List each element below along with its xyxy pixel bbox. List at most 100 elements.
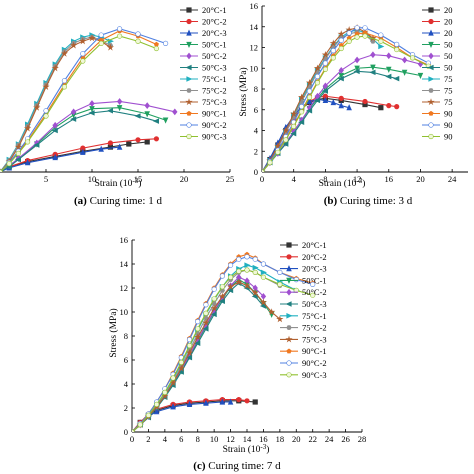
panel-b-legend-item-9: 90 [422, 109, 453, 119]
panel-c-series-8-point-17 [268, 308, 276, 316]
panel-b-xtick-label-0: 0 [260, 174, 264, 184]
panel-c-series-6-point-16 [260, 269, 267, 276]
panel-b-series-11-point-13 [362, 33, 368, 39]
panel-a-series-11-point-0 [0, 169, 3, 172]
panel-c-xtick-label-14: 28 [358, 434, 367, 444]
panel-a-legend-label-0: 20°C-1 [202, 5, 227, 15]
panel-b-series-line-11 [262, 35, 429, 172]
panel-c-xlabel-sup: -3 [260, 443, 266, 451]
panel-b-legend-marker-3-point-0 [428, 41, 434, 49]
panel-a-series-8-point-4 [33, 103, 41, 111]
panel-a-series-1-point-5 [107, 140, 113, 146]
panel-c-series-1-point-9 [244, 398, 250, 404]
panel-b-series-4-point-9 [338, 66, 344, 74]
panel-b-legend-label-1: 20 [444, 17, 453, 27]
panel-a-series-8-point-10 [88, 34, 96, 42]
panel-a-series-4-point-6 [89, 100, 95, 107]
panel-b-legend-item-3: 50 [422, 40, 453, 50]
panel-b-legend-marker-1-point-0 [428, 18, 434, 25]
panel-b-series-8-point-2 [274, 142, 282, 150]
panel-c-xtick-label-0: 0 [130, 434, 134, 444]
panel-c-series-10-point-12 [227, 262, 234, 268]
panel-c-ytick-label-5: 10 [120, 307, 129, 317]
panel-c-legend-item-2: 20°C-3 [280, 264, 327, 274]
panel-c-series-10-point-19 [310, 281, 316, 288]
panel-b-series-4-point-11 [370, 51, 376, 59]
panel-c-xtick-label-7: 14 [243, 434, 252, 444]
panel-c-legend-marker-7-point-0 [286, 325, 292, 330]
svg-text:(b) Curing time: 3 d: (b) Curing time: 3 d [324, 195, 413, 207]
panel-b-ytick-label-0: 0 [254, 167, 258, 177]
panel-a-legend-item-9: 90°C-1 [180, 109, 227, 119]
panel-b-series-11-point-14 [378, 38, 384, 44]
panel-b-ytick-label-5: 10 [250, 63, 259, 73]
panel-b-legend-label-4: 50 [444, 51, 453, 61]
panel-a-series-10-point-9 [135, 31, 141, 37]
panel-b-series-line-9 [262, 32, 429, 172]
panel-c-series-10-point-14 [244, 254, 250, 260]
panel-a-series-2-point-2 [24, 159, 31, 166]
panel-b-caption: (b) Curing time: 3 d [324, 195, 413, 207]
panel-b-series-8-point-9 [329, 39, 337, 47]
panel-b-ytick-label-7: 14 [250, 22, 259, 32]
panel-b-series-5-point-4 [290, 130, 297, 137]
panel-b-series-8-point-7 [313, 64, 322, 72]
panel-b-series-11-point-5 [299, 109, 305, 115]
panel-b-legend-label-6: 75 [444, 74, 453, 84]
panel-a-legend-item-8: 75°C-3 [180, 97, 227, 107]
panel-c-series-5-point-8 [194, 340, 201, 346]
panel-c-series-11-point-10 [211, 296, 217, 302]
panel-a-series-4-point-5 [70, 108, 77, 116]
panel-b-series-10-point-8 [322, 60, 328, 66]
panel-b-series-11-point-12 [354, 34, 360, 40]
panel-b-legend-marker-0-point-0 [428, 7, 434, 13]
panel-c-series-2-point-8 [227, 398, 234, 405]
panel-c-series-11-point-14 [244, 267, 250, 273]
panel-a-series-11-point-5 [61, 84, 68, 90]
panel-c-ytick-label-2: 4 [124, 379, 129, 389]
panel-c-legend-item-0: 20°C-1 [280, 240, 327, 250]
panel-c-legend-label-11: 90°C-3 [302, 370, 327, 380]
panel-b-series-1-point-11 [386, 102, 392, 109]
panel-c-legend-label-0: 20°C-1 [302, 240, 327, 250]
panel-c-series-11-point-8 [195, 326, 201, 332]
panel-b-legend-marker-6-point-0 [428, 76, 435, 82]
panel-b-series-10-point-15 [394, 41, 400, 47]
panel-a-legend-marker-2-point-0 [186, 29, 192, 36]
panel-b-xtick-label-3: 12 [353, 174, 362, 184]
panel-a-series-0-point-6 [126, 141, 132, 147]
panel-a-series-line-9 [0, 30, 157, 172]
panel-c-xtick-label-12: 24 [325, 434, 334, 444]
panel-c-series-10-point-9 [203, 302, 209, 308]
panel-b-ytick-label-1: 2 [254, 146, 258, 156]
panel-c-legend-item-4: 50°C-2 [280, 287, 327, 297]
panel-c-ytick-label-7: 14 [120, 259, 129, 269]
panel-b-series-11-point-9 [330, 55, 336, 61]
panel-a-series-11-point-9 [135, 38, 141, 44]
panel-a-series-4-point-8 [144, 102, 150, 109]
panel-c-legend-marker-2-point-0 [286, 265, 292, 272]
panel-c-legend-label-3: 50°C-1 [302, 275, 327, 285]
panel-b-legend-item-6: 75 [422, 74, 453, 84]
panel-a-series-5 [0, 108, 159, 172]
panel-c-xtick-label-9: 18 [276, 434, 285, 444]
panel-c-xtick-label-1: 2 [146, 434, 150, 444]
panel-c-series-11-point-5 [170, 375, 176, 381]
panel-a-legend-label-10: 90°C-2 [202, 120, 227, 130]
panel-b-series-line-10 [262, 27, 429, 172]
panel-b-series-5-point-11 [369, 69, 376, 76]
panel-c-series-5-point-9 [202, 326, 209, 332]
panel-c-series-2-point-3 [153, 408, 160, 415]
panel-a-series-8-point-6 [51, 64, 59, 72]
panel-b-legend-label-5: 50 [444, 63, 453, 73]
panel-c-series-8-point-11 [218, 292, 226, 300]
panel-b-legend-marker-9-point-0 [428, 110, 434, 116]
panel-c-legend-label-7: 75°C-2 [302, 323, 327, 333]
panel-b-series-4-point-8 [322, 82, 329, 90]
panel-b-series-3-point-11 [370, 64, 376, 71]
panel-a-series-2-point-3 [52, 153, 58, 161]
panel-c-legend-item-6: 75°C-1 [280, 311, 327, 321]
panel-c-legend-marker-10-point-0 [286, 360, 292, 366]
